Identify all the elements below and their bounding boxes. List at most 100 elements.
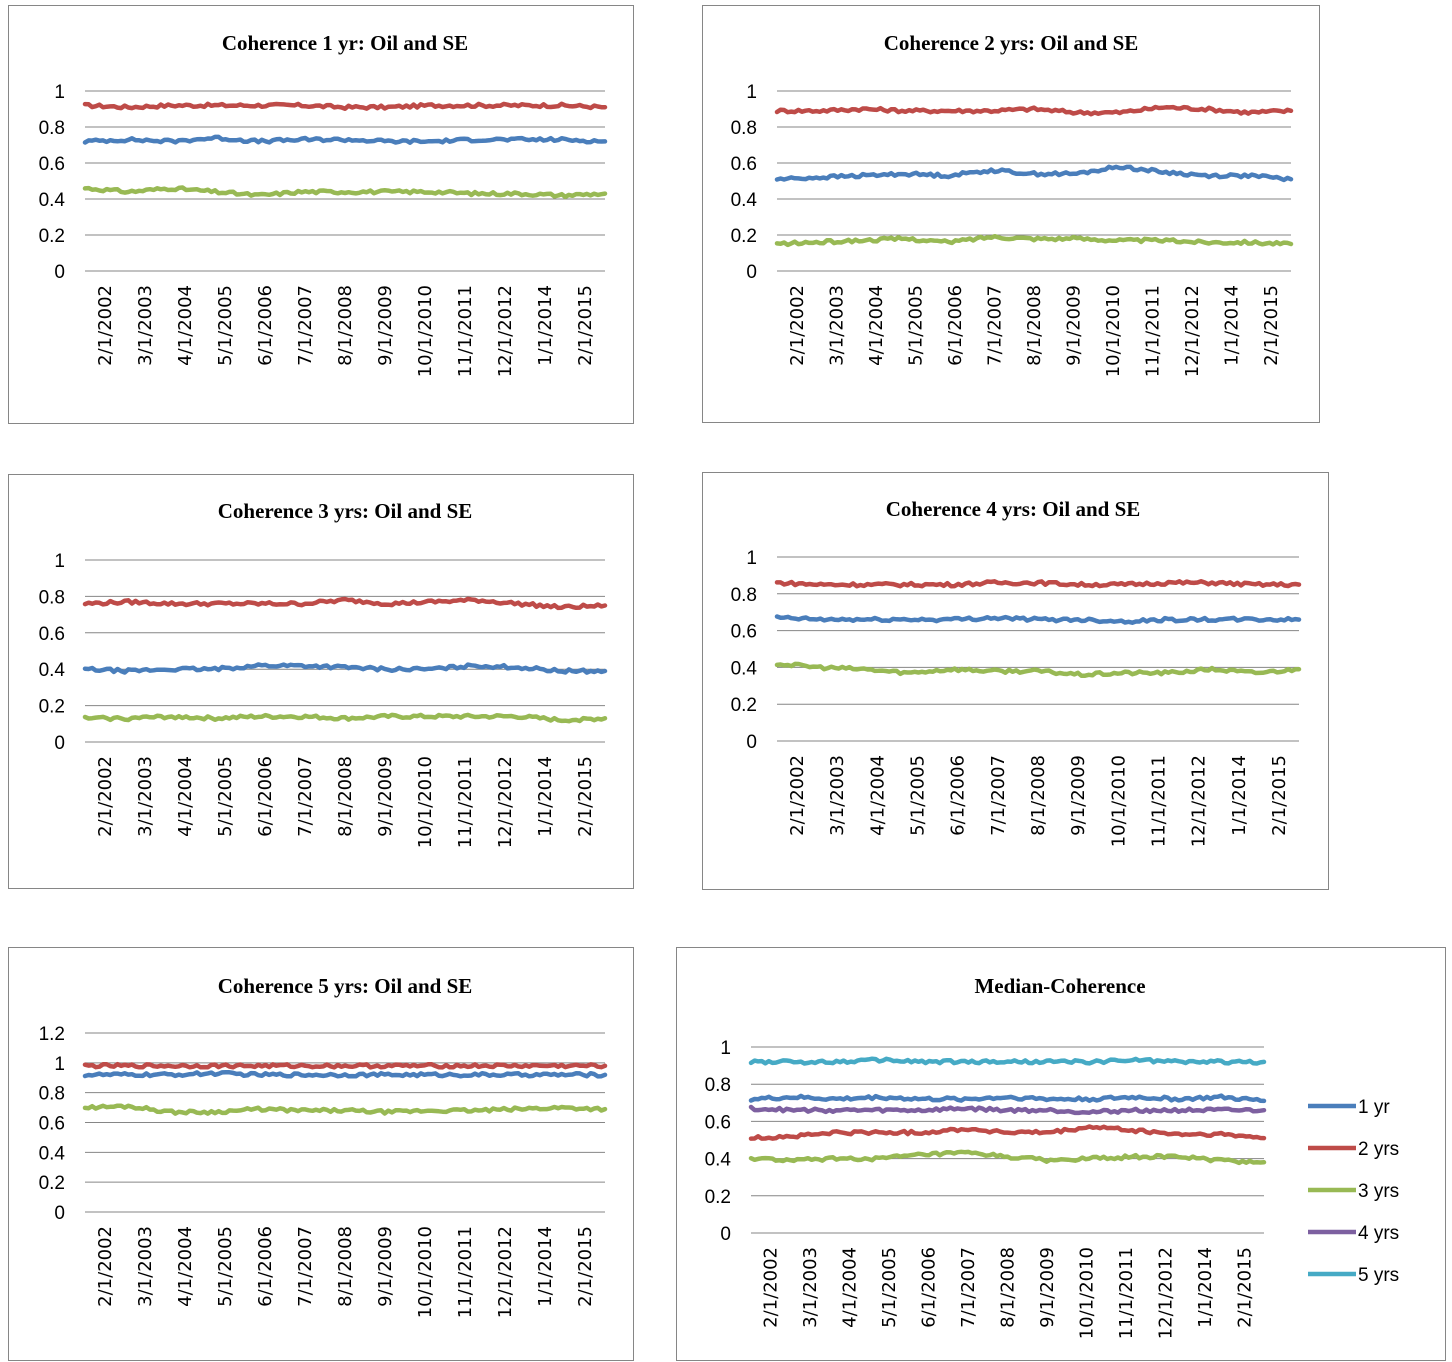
y-tick-label: 0.4 <box>39 190 66 211</box>
x-tick-label: 10/1/2010 <box>1103 285 1124 377</box>
x-tick-label: 10/1/2010 <box>415 1226 436 1318</box>
x-tick-label: 1/1/2014 <box>535 756 556 837</box>
series-line <box>774 233 1294 248</box>
y-tick-label: 0.6 <box>705 1112 731 1133</box>
x-tick-label: 5/1/2005 <box>879 1247 900 1328</box>
series-line <box>774 661 1302 679</box>
series-line <box>82 1061 608 1070</box>
x-tick-label: 7/1/2007 <box>295 756 316 837</box>
x-tick-label: 2/1/2015 <box>575 1226 596 1307</box>
y-tick-label: 0 <box>746 262 757 283</box>
y-tick-label: 1 <box>746 82 757 103</box>
legend-label: 5 yrs <box>1358 1265 1399 1286</box>
y-tick-label: 1.2 <box>39 1024 65 1045</box>
y-tick-label: 0.4 <box>731 190 758 211</box>
y-tick-label: 1 <box>54 1054 65 1075</box>
x-tick-label: 4/1/2004 <box>866 285 887 366</box>
y-tick-label: 0.6 <box>39 1114 65 1135</box>
x-tick-label: 2/1/2015 <box>575 756 596 837</box>
x-tick-label: 3/1/2003 <box>135 756 156 837</box>
x-tick-label: 4/1/2004 <box>867 755 888 836</box>
x-tick-label: 12/1/2012 <box>1155 1247 1176 1339</box>
y-tick-label: 1 <box>746 548 757 569</box>
y-tick-label: 0.4 <box>39 1143 66 1164</box>
x-tick-label: 12/1/2012 <box>495 1226 516 1318</box>
chart-coherence-2yrs: Coherence 2 yrs: Oil and SE 0 0.2 0.4 0.6 0.… <box>731 31 1294 377</box>
y-tick-label: 0.6 <box>731 154 757 175</box>
x-tick-label: 8/1/2008 <box>1028 755 1049 836</box>
x-tick-label: 8/1/2008 <box>998 1247 1019 1328</box>
x-tick-label: 9/1/2009 <box>375 285 396 366</box>
x-tick-label: 7/1/2007 <box>984 285 1005 366</box>
x-tick-label: 10/1/2010 <box>1108 755 1129 847</box>
y-tick-label: 0.4 <box>39 660 66 681</box>
y-tick-label: 0.8 <box>39 587 65 608</box>
chart-panel-coherence-1yr: Coherence 1 yr: Oil and SE 0 0.2 0.4 0.6 0.8… <box>8 5 634 424</box>
x-tick-label: 6/1/2006 <box>945 285 966 366</box>
chart-coherence-4yrs: Coherence 4 yrs: Oil and SE 0 0.2 0.4 0.6 0.… <box>731 497 1302 847</box>
y-tick-label: 0 <box>54 262 65 283</box>
y-tick-label: 0.8 <box>705 1075 731 1096</box>
y-tick-label: 0.8 <box>731 118 757 139</box>
y-tick-label: 0.6 <box>39 624 65 645</box>
y-tick-label: 0 <box>54 1203 65 1224</box>
x-tick-label: 7/1/2007 <box>295 1226 316 1307</box>
series-line <box>82 1103 608 1116</box>
x-tick-label: 2/1/2015 <box>1269 755 1290 836</box>
series-line <box>82 662 608 675</box>
x-tick-label: 3/1/2003 <box>826 285 847 366</box>
x-tick-label: 2/1/2015 <box>575 285 596 366</box>
y-tick-label: 0.2 <box>705 1187 731 1208</box>
x-tick-label: 5/1/2005 <box>215 285 236 366</box>
series-line-1-yr <box>748 1093 1267 1104</box>
x-tick-label: 5/1/2005 <box>215 756 236 837</box>
legend-label: 1 yr <box>1358 1097 1390 1118</box>
chart-panel-coherence-4yrs: Coherence 4 yrs: Oil and SE 0 0.2 0.4 0.6 0.… <box>702 472 1329 890</box>
x-tick-label: 12/1/2012 <box>495 756 516 848</box>
x-tick-label: 5/1/2005 <box>908 755 929 836</box>
chart-coherence-1yr: Coherence 1 yr: Oil and SE 0 0.2 0.4 0.6 0.8… <box>39 31 608 377</box>
x-tick-label: 2/1/2002 <box>95 1226 116 1307</box>
chart-coherence-5yrs: Coherence 5 yrs: Oil and SE 0 0.2 0.4 0.6 0.… <box>39 974 608 1318</box>
x-tick-label: 8/1/2008 <box>335 1226 356 1307</box>
y-tick-label: 1 <box>720 1038 731 1059</box>
x-tick-label: 10/1/2010 <box>415 285 436 377</box>
x-tick-label: 1/1/2014 <box>535 1226 556 1307</box>
x-tick-label: 1/1/2014 <box>535 285 556 366</box>
x-tick-label: 2/1/2002 <box>761 1247 782 1328</box>
chart-panel-coherence-2yrs: Coherence 2 yrs: Oil and SE 0 0.2 0.4 0.6 0.… <box>702 5 1320 423</box>
x-tick-label: 8/1/2008 <box>335 756 356 837</box>
series-line-4-yrs <box>748 1104 1267 1116</box>
chart-title: Coherence 5 yrs: Oil and SE <box>218 974 473 998</box>
series-line <box>774 164 1294 183</box>
x-tick-label: 4/1/2004 <box>175 756 196 837</box>
x-tick-label: 6/1/2006 <box>255 1226 276 1307</box>
series-line <box>774 104 1294 117</box>
x-tick-label: 9/1/2009 <box>375 1226 396 1307</box>
x-tick-label: 1/1/2014 <box>1222 285 1243 366</box>
x-tick-label: 11/1/2011 <box>455 1226 476 1318</box>
y-tick-label: 0.2 <box>39 226 65 247</box>
x-tick-label: 8/1/2008 <box>1024 285 1045 366</box>
y-tick-label: 0.4 <box>731 658 758 679</box>
chart-coherence-3yrs: Coherence 3 yrs: Oil and SE 0 0.2 0.4 0.6 0.… <box>39 499 608 848</box>
chart-panel-median-coherence: Median-Coherence 0 0.2 0.4 0.6 0.8 1 2/1/2002 3… <box>676 947 1446 1361</box>
x-tick-label: 2/1/2015 <box>1261 285 1282 366</box>
series-line <box>82 134 608 145</box>
x-tick-label: 1/1/2014 <box>1229 755 1250 836</box>
y-tick-label: 0.8 <box>731 585 757 606</box>
x-tick-label: 11/1/2011 <box>455 285 476 377</box>
x-tick-label: 10/1/2010 <box>415 756 436 848</box>
series-line <box>82 596 608 611</box>
x-tick-label: 9/1/2009 <box>1068 755 1089 836</box>
legend-label: 3 yrs <box>1358 1181 1399 1202</box>
x-tick-label: 9/1/2009 <box>375 756 396 837</box>
x-tick-label: 1/1/2014 <box>1195 1247 1216 1328</box>
y-tick-label: 0.6 <box>731 622 757 643</box>
x-tick-label: 10/1/2010 <box>1076 1247 1097 1339</box>
y-tick-label: 1 <box>54 82 65 103</box>
chart-median-coherence: Median-Coherence 0 0.2 0.4 0.6 0.8 1 2/1/2002 3… <box>705 974 1400 1339</box>
x-tick-label: 6/1/2006 <box>948 755 969 836</box>
y-tick-label: 1 <box>54 551 65 572</box>
x-tick-label: 11/1/2011 <box>1148 755 1169 847</box>
